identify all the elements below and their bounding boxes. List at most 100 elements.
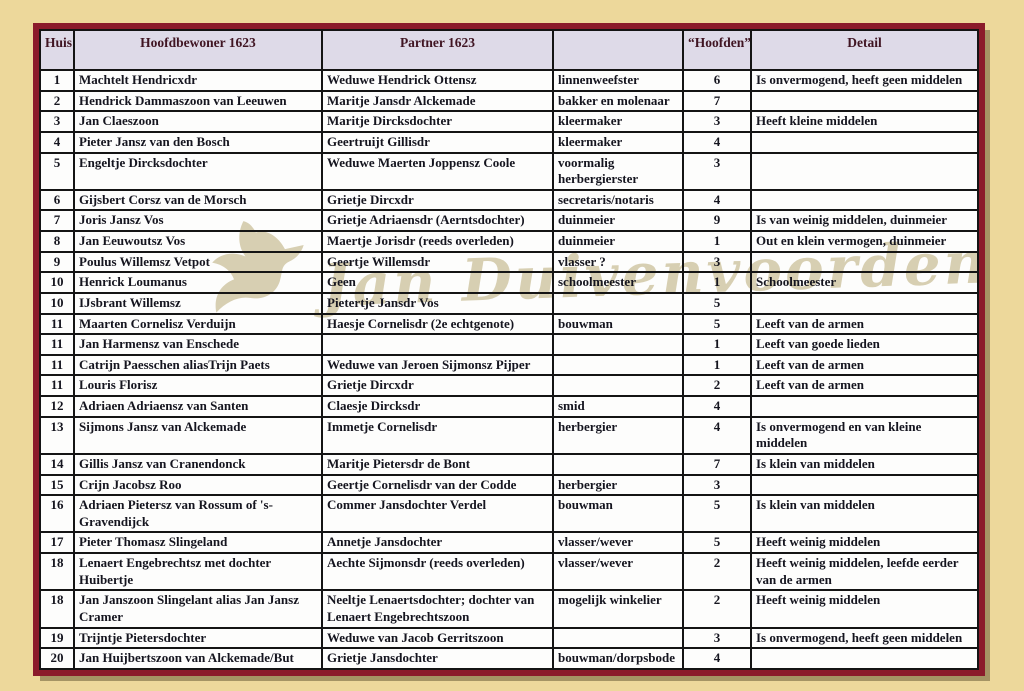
cell-partner: Maritje Jansdr Alckemade	[321, 89, 554, 113]
cell-partner: Weduwe Maerten Joppensz Coole	[321, 151, 554, 191]
cell-detail: Heeft kleine middelen	[750, 110, 979, 133]
cell-hoofdbewoner: Crijn Jacobsz Roo	[73, 473, 323, 497]
cell-huis: 20	[39, 647, 75, 670]
cell-detail	[750, 151, 979, 191]
cell-hoofdbewoner: Lenaert Engebrechtsz met dochter Huibert…	[73, 551, 323, 592]
cell-huis: 6	[39, 188, 75, 212]
column-header-huis: Huis	[39, 29, 75, 71]
cell-huis: 11	[39, 312, 75, 336]
cell-hoofdbewoner: Jan Huijbertszoon van Alckemade/But	[73, 647, 323, 670]
cell-partner: Geertruijt Gillisdr	[321, 130, 554, 154]
cell-detail: Is klein van middelen	[750, 452, 979, 476]
cell-partner: Annetje Jansdochter	[321, 531, 554, 554]
cell-hoofden: 3	[682, 151, 752, 191]
cell-beroep: bakker en molenaar	[552, 89, 684, 113]
cell-beroep: secretaris/notaris	[552, 188, 684, 212]
table-row: 20 Jan Huijbertszoon van Alckemade/But Gri…	[39, 647, 979, 670]
cell-hoofden: 2	[682, 374, 752, 397]
cell-huis: 3	[39, 110, 75, 133]
table-row: 15 Crijn Jacobsz Roo Geertje Cornelisdr va…	[39, 473, 979, 497]
cell-hoofdbewoner: Jan Harmensz van Enschede	[73, 333, 323, 356]
table-row: 19 Trijntje Pietersdochter Weduwe van Jaco…	[39, 626, 979, 650]
cell-detail: Heeft weinig middelen	[750, 589, 979, 629]
cell-hoofden: 9	[682, 209, 752, 232]
cell-hoofdbewoner: Adriaen Pietersz van Rossum of 's-Graven…	[73, 494, 323, 534]
cell-huis: 8	[39, 230, 75, 253]
cell-hoofden: 2	[682, 589, 752, 629]
cell-hoofden: 4	[682, 647, 752, 670]
cell-beroep	[552, 374, 684, 397]
cell-huis: 17	[39, 531, 75, 554]
cell-huis: 2	[39, 89, 75, 113]
table-row: 6 Gijsbert Corsz van de Morsch Grietje Dir…	[39, 188, 979, 212]
cell-hoofden: 1	[682, 353, 752, 377]
cell-partner: Haesje Cornelisdr (2e echtgenote)	[321, 312, 554, 336]
cell-beroep	[552, 626, 684, 650]
cell-detail: Schoolmeester	[750, 271, 979, 294]
table-row: 5 Engeltje Dircksdochter Weduwe Maerten Jo…	[39, 151, 979, 191]
cell-beroep: linnenweefster	[552, 69, 684, 92]
cell-partner	[321, 333, 554, 356]
cell-partner: Maritje Dircksdochter	[321, 110, 554, 133]
cell-hoofdbewoner: IJsbrant Willemsz	[73, 291, 323, 315]
cell-partner: Geertje Cornelisdr van der Codde	[321, 473, 554, 497]
cell-huis: 19	[39, 626, 75, 650]
cell-hoofden: 1	[682, 271, 752, 294]
cell-huis: 18	[39, 551, 75, 592]
cell-huis: 4	[39, 130, 75, 154]
cell-beroep: vlasser ?	[552, 250, 684, 274]
cell-beroep: smid	[552, 395, 684, 418]
cell-partner: Maritje Pietersdr de Bont	[321, 452, 554, 476]
cell-hoofden: 1	[682, 333, 752, 356]
column-header-beroep	[552, 29, 684, 71]
cell-partner: Geertje Willemsdr	[321, 250, 554, 274]
cell-detail: Leeft van goede lieden	[750, 333, 979, 356]
cell-hoofdbewoner: Poulus Willemsz Vetpot	[73, 250, 323, 274]
cell-hoofden: 4	[682, 188, 752, 212]
cell-beroep: bouwman	[552, 312, 684, 336]
cell-detail: Is onvermogend, heeft geen middelen	[750, 626, 979, 650]
cell-huis: 13	[39, 415, 75, 455]
table-row: 4 Pieter Jansz van den Bosch Geertruijt Gi…	[39, 130, 979, 154]
cell-partner: Claesje Dircksdr	[321, 395, 554, 418]
cell-detail	[750, 395, 979, 418]
cell-hoofdbewoner: Gijsbert Corsz van de Morsch	[73, 188, 323, 212]
cell-hoofden: 3	[682, 250, 752, 274]
cell-huis: 11	[39, 374, 75, 397]
cell-partner: Grietje Dircxdr	[321, 188, 554, 212]
cell-hoofdbewoner: Gillis Jansz van Cranendonck	[73, 452, 323, 476]
cell-hoofden: 5	[682, 494, 752, 534]
cell-hoofdbewoner: Jan Janszoon Slingelant alias Jan Jansz …	[73, 589, 323, 629]
table-row: 3 Jan Claeszoon Maritje Dircksdochter kleer…	[39, 110, 979, 133]
cell-hoofdbewoner: Jan Claeszoon	[73, 110, 323, 133]
cell-huis: 10	[39, 291, 75, 315]
cell-huis: 15	[39, 473, 75, 497]
cell-detail	[750, 250, 979, 274]
cell-hoofdbewoner: Joris Jansz Vos	[73, 209, 323, 232]
cell-detail: Heeft weinig middelen	[750, 531, 979, 554]
cell-partner: Neeltje Lenaertsdochter; dochter van Len…	[321, 589, 554, 629]
cell-huis: 7	[39, 209, 75, 232]
table-body: 1 Machtelt Hendricxdr Weduwe Hendrick Otte…	[39, 69, 979, 670]
cell-partner: Immetje Cornelisdr	[321, 415, 554, 455]
header-row: Huis Hoofdbewoner 1623 Partner 1623 “Hoo…	[39, 29, 979, 71]
cell-beroep: duinmeier	[552, 209, 684, 232]
cell-partner: Grietje Dircxdr	[321, 374, 554, 397]
table-row: 12 Adriaen Adriaensz van Santen Claesje Di…	[39, 395, 979, 418]
cell-hoofden: 4	[682, 130, 752, 154]
cell-beroep: voormalig herbergierster	[552, 151, 684, 191]
cell-hoofdbewoner: Henrick Loumanus	[73, 271, 323, 294]
cell-detail: Out en klein vermogen, duinmeier	[750, 230, 979, 253]
cell-hoofden: 7	[682, 89, 752, 113]
cell-hoofdbewoner: Sijmons Jansz van Alckemade	[73, 415, 323, 455]
cell-beroep	[552, 452, 684, 476]
cell-hoofden: 6	[682, 69, 752, 92]
cell-beroep	[552, 333, 684, 356]
cell-hoofdbewoner: Catrijn Paesschen aliasTrijn Paets	[73, 353, 323, 377]
table-inner: Jan Duivenvoorden Huis Hoofdbewoner 1623…	[39, 29, 979, 670]
cell-detail	[750, 188, 979, 212]
cell-beroep: duinmeier	[552, 230, 684, 253]
household-table: Huis Hoofdbewoner 1623 Partner 1623 “Hoo…	[39, 29, 979, 670]
cell-detail: Leeft van de armen	[750, 353, 979, 377]
cell-hoofden: 5	[682, 291, 752, 315]
